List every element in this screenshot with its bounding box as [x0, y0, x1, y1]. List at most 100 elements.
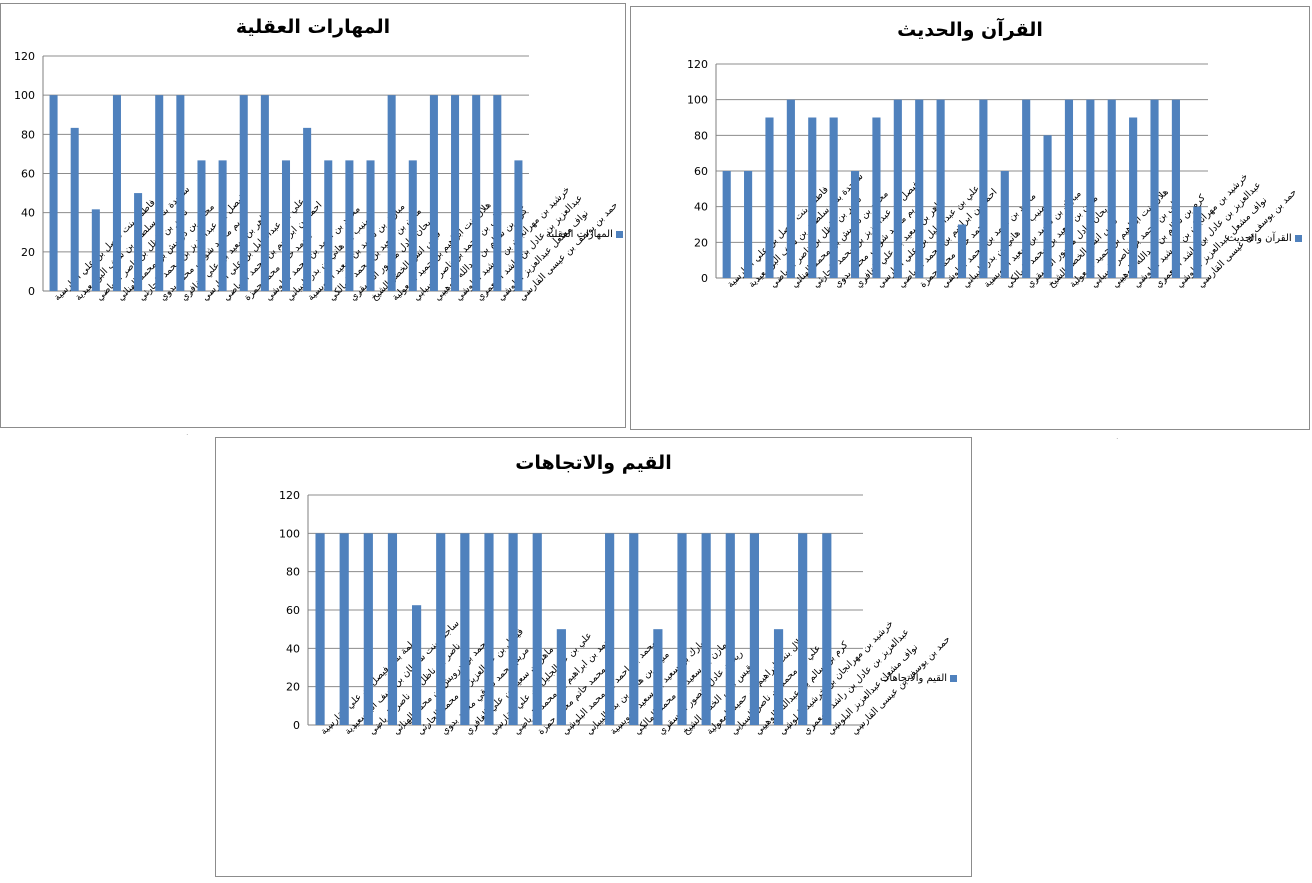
bar — [387, 533, 398, 725]
y-tick-label: 120 — [279, 489, 300, 502]
bar — [155, 95, 164, 292]
bar — [872, 117, 881, 278]
bar — [366, 160, 375, 291]
chart-panel-mental-skills: المهارات العقلية 0 20 40 60 80 100 120 فاطمة بن… — [0, 3, 626, 428]
bar — [239, 95, 248, 292]
bar — [979, 99, 988, 279]
y-tick-label: 0 — [701, 272, 708, 285]
bar — [653, 629, 663, 725]
bar — [1193, 206, 1202, 278]
bar — [493, 95, 502, 292]
legend-swatch — [1294, 235, 1302, 242]
y-tick-label: 80 — [286, 566, 300, 579]
y-tick-label: 20 — [286, 681, 300, 694]
bar — [629, 533, 639, 725]
bar — [324, 160, 333, 291]
bar — [1000, 171, 1009, 278]
y-tick-label: 80 — [694, 129, 708, 142]
bar — [701, 533, 711, 725]
bar — [725, 533, 735, 725]
chart-title: القرآن والحديث — [897, 19, 1043, 41]
bar — [197, 160, 206, 291]
y-tick-label: 0 — [293, 719, 300, 732]
bar — [508, 533, 518, 725]
y-tick-label: 80 — [21, 128, 35, 141]
bar — [829, 117, 838, 278]
y-tick-label: 120 — [687, 58, 708, 71]
legend-swatch — [615, 231, 623, 238]
bar — [176, 95, 185, 292]
bar — [798, 533, 808, 725]
bar — [315, 533, 325, 725]
bar — [472, 95, 481, 292]
bar — [112, 95, 121, 292]
bar — [744, 171, 753, 278]
bar — [460, 533, 470, 725]
bar — [1107, 99, 1116, 279]
bar — [303, 127, 312, 291]
bar — [363, 533, 373, 725]
bar — [556, 629, 566, 725]
legend-swatch — [950, 675, 958, 682]
y-tick-label: 20 — [694, 236, 708, 249]
bar — [1086, 99, 1095, 279]
bar — [605, 533, 615, 725]
chart-title: المهارات العقلية — [235, 16, 391, 38]
stray-mark: . — [1116, 432, 1119, 441]
y-tick-label: 40 — [694, 201, 708, 214]
bar — [70, 127, 79, 291]
bar — [765, 117, 774, 278]
bar — [281, 160, 291, 291]
legend-label: القيم والاتجاهات — [880, 673, 948, 684]
bar — [1043, 135, 1052, 278]
y-tick-label: 60 — [694, 165, 708, 178]
y-tick-label: 100 — [279, 527, 300, 540]
bar — [91, 209, 100, 291]
y-tick-label: 60 — [21, 168, 35, 181]
y-tick-label: 20 — [21, 246, 35, 259]
stray-mark: . — [186, 428, 189, 437]
bar — [749, 533, 759, 725]
bar — [786, 99, 795, 279]
bar — [1129, 117, 1138, 278]
bar — [451, 95, 460, 292]
bar — [1022, 99, 1031, 279]
bar — [1064, 99, 1074, 279]
bar — [339, 533, 349, 725]
bar — [677, 533, 687, 725]
y-tick-label: 40 — [21, 207, 35, 220]
legend-label: المهارات العقلية — [546, 229, 613, 240]
bar — [1171, 99, 1180, 279]
bar — [850, 171, 860, 278]
y-tick-label: 40 — [286, 642, 300, 655]
bar — [514, 160, 523, 291]
bar — [722, 171, 731, 278]
chart-title: القيم والاتجاهات — [515, 452, 672, 474]
bar — [387, 95, 396, 292]
bar — [436, 533, 446, 725]
bar — [408, 160, 417, 291]
y-tick-label: 0 — [28, 285, 35, 298]
bar — [808, 117, 817, 278]
legend-label: القرآن والحديث — [1227, 233, 1292, 244]
y-tick-label: 100 — [687, 94, 708, 107]
bar — [49, 95, 58, 292]
bar — [1150, 99, 1159, 279]
chart-legend: القرآن والحديث — [1227, 233, 1302, 244]
y-tick-label: 60 — [286, 604, 300, 617]
bar — [412, 605, 422, 725]
bar — [915, 99, 924, 279]
y-tick-label: 120 — [14, 50, 35, 63]
y-tick-label: 100 — [14, 89, 35, 102]
bar — [484, 533, 494, 725]
chart-legend: القيم والاتجاهات — [880, 673, 958, 684]
chart-legend: المهارات العقلية — [546, 229, 623, 240]
bar — [773, 629, 784, 725]
bar — [957, 224, 967, 278]
bar — [532, 533, 542, 725]
bar — [134, 193, 143, 291]
